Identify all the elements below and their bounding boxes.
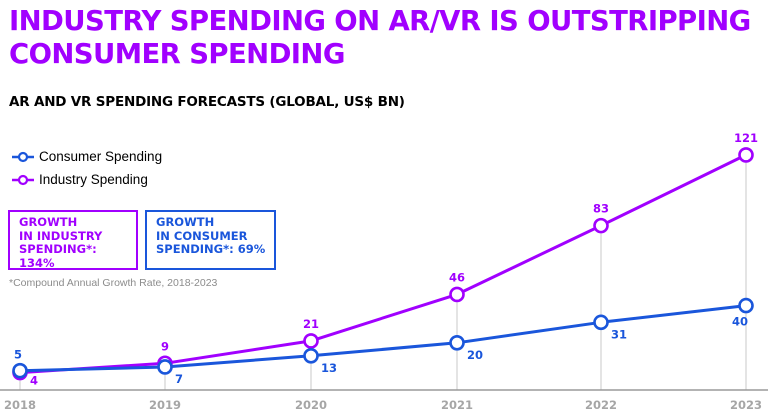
consumer-data-label: 5 [14,348,22,362]
legend-item-consumer: Consumer Spending [12,145,162,168]
x-tick-label: 2020 [295,398,327,412]
legend-swatch-industry [12,174,34,185]
industry-point-2021 [449,286,465,303]
industry-data-label: 46 [449,270,465,284]
industry-growth-line-3: SPENDING*: 134% [19,242,97,270]
industry-point-2022 [593,217,609,234]
consumer-growth-line-3: SPENDING*: 69% [156,242,266,256]
consumer-point-2023 [738,297,754,314]
legend-item-industry: Industry Spending [12,168,162,191]
industry-point-2020 [303,333,319,349]
consumer-point-2019 [157,359,173,375]
industry-data-label: 9 [161,339,169,353]
legend-label-industry: Industry Spending [39,172,148,187]
x-axis: 2018 2019 2020 2021 2022 2023 [0,389,768,412]
consumer-data-label: 40 [732,315,748,329]
consumer-line [19,304,747,373]
industry-line [19,153,747,375]
chart-subtitle: AR AND VR SPENDING FORECASTS (GLOBAL, US… [9,94,405,110]
x-tick-label: 2023 [730,398,762,412]
consumer-point-2022 [593,314,609,331]
consumer-data-label: 31 [611,327,627,341]
consumer-growth-line-1: GROWTH [156,215,215,229]
industry-data-label: 21 [303,317,319,331]
chart-title: INDUSTRY SPENDING ON AR/VR IS OUTSTRIPPI… [9,5,751,70]
consumer-data-label: 13 [321,361,337,375]
x-tick-label: 2021 [441,398,473,412]
industry-growth-callout: GROWTH IN INDUSTRY SPENDING*: 134% [8,210,138,270]
x-tick-label: 2019 [149,398,181,412]
legend: Consumer Spending Industry Spending [12,145,162,191]
industry-growth-line-1: GROWTH [19,215,78,229]
consumer-point-2021 [449,334,465,351]
industry-data-label: 83 [593,202,609,216]
legend-swatch-consumer [12,151,34,162]
industry-point-2023 [738,147,754,163]
consumer-data-label: 20 [467,348,483,362]
x-tick-label: 2022 [585,398,617,412]
consumer-growth-callout: GROWTH IN CONSUMER SPENDING*: 69% [145,210,276,270]
x-tick-label: 2018 [4,398,36,412]
consumer-data-label: 7 [175,372,183,386]
consumer-point-2018 [12,362,28,379]
footnote: *Compound Annual Growth Rate, 2018-2023 [9,277,218,289]
data-labels: 4 9 21 46 83 121 5 7 13 20 31 40 [14,131,758,388]
industry-data-label: 4 [30,374,38,388]
consumer-point-2020 [303,348,319,364]
consumer-growth-line-2: IN CONSUMER [156,228,248,243]
legend-label-consumer: Consumer Spending [39,149,163,164]
industry-growth-line-2: IN INDUSTRY [19,228,103,243]
gridlines [19,161,747,390]
series [12,147,754,381]
industry-data-label: 121 [734,131,758,145]
